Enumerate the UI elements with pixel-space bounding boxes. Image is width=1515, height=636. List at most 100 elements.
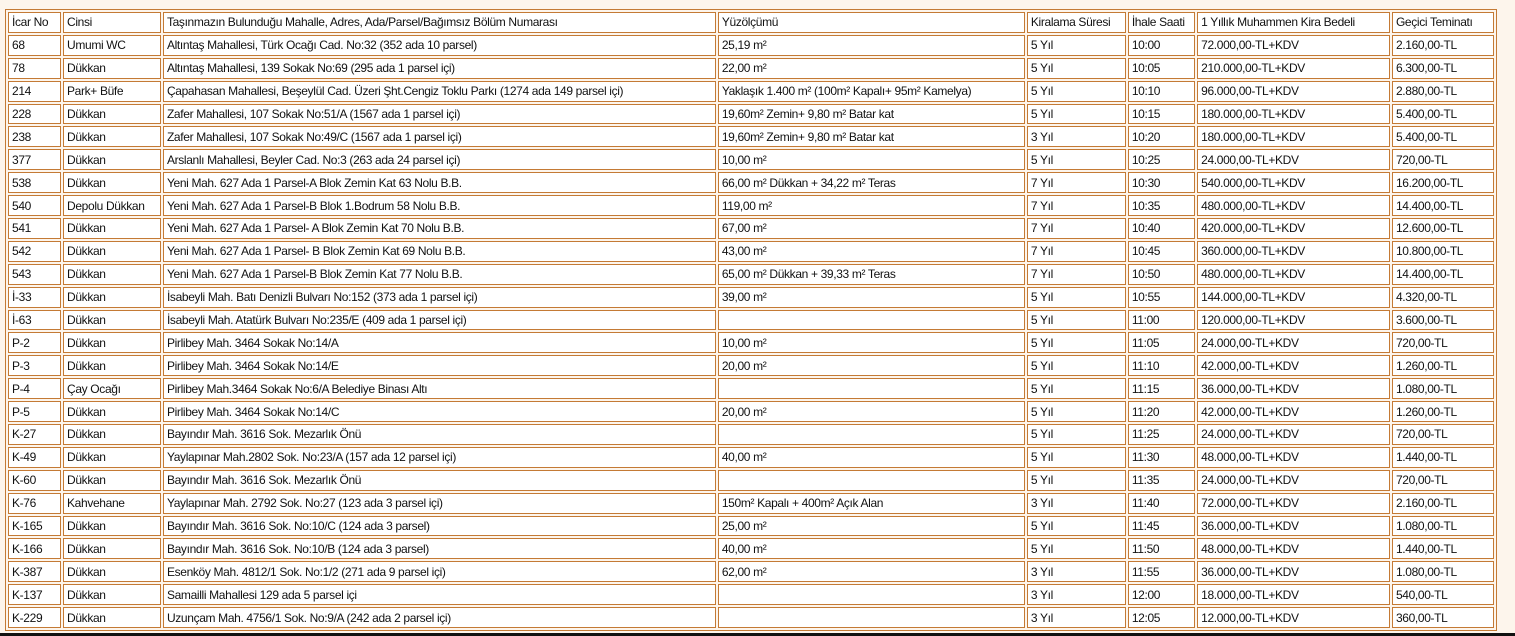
cell-address: Bayındır Mah. 3616 Sok. No:10/C (124 ada… <box>162 515 716 537</box>
cell-lease-term: 5 Yıl <box>1026 378 1126 400</box>
cell-annual-rent: 180.000,00-TL+KDV <box>1197 103 1390 125</box>
cell-lease-term: 5 Yıl <box>1026 515 1126 537</box>
cell-annual-rent: 12.000,00-TL+KDV <box>1197 607 1390 629</box>
cell-address: Esenköy Mah. 4812/1 Sok. No:1/2 (271 ada… <box>162 561 716 583</box>
table-row: K-49 Dükkan Yaylapınar Mah.2802 Sok. No:23… <box>8 446 1494 468</box>
cell-annual-rent: 96.000,00-TL+KDV <box>1197 80 1390 102</box>
cell-auction-time: 11:50 <box>1127 538 1196 560</box>
cell-annual-rent: 48.000,00-TL+KDV <box>1197 538 1390 560</box>
cell-lease-term: 5 Yıl <box>1026 34 1126 56</box>
table-row: P-5 Dükkan Pirlibey Mah. 3464 Sokak No:14/… <box>8 401 1494 423</box>
cell-deposit: 720,00-TL <box>1391 469 1494 491</box>
table-row: K-60 Dükkan Bayındır Mah. 3616 Sok. Mezarl… <box>8 469 1494 491</box>
cell-lease-term: 5 Yıl <box>1026 149 1126 171</box>
cell-deposit: 1.080,00-TL <box>1391 515 1494 537</box>
table-row: 68 Umumi WC Altıntaş Mahallesi, Türk Ocağı… <box>8 34 1494 56</box>
cell-lease-term: 7 Yıl <box>1026 172 1126 194</box>
cell-area: 43,00 m² <box>717 240 1025 262</box>
cell-lease-term: 5 Yıl <box>1026 538 1126 560</box>
cell-auction-time: 10:45 <box>1127 240 1196 262</box>
cell-auction-time: 11:15 <box>1127 378 1196 400</box>
table-row: 377 Dükkan Arslanlı Mahallesi, Beyler Cad.… <box>8 149 1494 171</box>
cell-address: Yaylapınar Mah.2802 Sok. No:23/A (157 ad… <box>162 446 716 468</box>
cell-deposit: 720,00-TL <box>1391 424 1494 445</box>
cell-lease-term: 3 Yıl <box>1026 607 1126 629</box>
cell-auction-time: 11:35 <box>1127 469 1196 491</box>
cell-auction-time: 10:40 <box>1127 218 1196 239</box>
cell-address: Bayındır Mah. 3616 Sok. No:10/B (124 ada… <box>162 538 716 560</box>
cell-area: 19,60m² Zemin+ 9,80 m² Batar kat <box>717 126 1025 148</box>
cell-annual-rent: 36.000,00-TL+KDV <box>1197 515 1390 537</box>
cell-cinsi: Depolu Dükkan <box>63 195 161 217</box>
cell-address: Yeni Mah. 627 Ada 1 Parsel-A Blok Zemin … <box>162 172 716 194</box>
cell-icar-no: 238 <box>8 126 62 148</box>
cell-deposit: 5.400,00-TL <box>1391 103 1494 125</box>
cell-annual-rent: 480.000,00-TL+KDV <box>1197 195 1390 217</box>
cell-area: 62,00 m² <box>717 561 1025 583</box>
table-row: 78 Dükkan Altıntaş Mahallesi, 139 Sokak No… <box>8 57 1494 79</box>
cell-icar-no: K-60 <box>8 469 62 491</box>
cell-lease-term: 5 Yıl <box>1026 80 1126 102</box>
cell-cinsi: Dükkan <box>63 561 161 583</box>
cell-icar-no: K-229 <box>8 607 62 629</box>
cell-address: Yeni Mah. 627 Ada 1 Parsel- B Blok Zemin… <box>162 240 716 262</box>
cell-area <box>717 607 1025 629</box>
cell-auction-time: 10:15 <box>1127 103 1196 125</box>
cell-area: 20,00 m² <box>717 355 1025 377</box>
cell-deposit: 3.600,00-TL <box>1391 309 1494 331</box>
cell-deposit: 14.400,00-TL <box>1391 263 1494 285</box>
cell-address: Bayındır Mah. 3616 Sok. Mezarlık Önü <box>162 424 716 445</box>
cell-icar-no: K-137 <box>8 584 62 606</box>
cell-cinsi: Dükkan <box>63 355 161 377</box>
cell-deposit: 1.260,00-TL <box>1391 401 1494 423</box>
cell-annual-rent: 360.000,00-TL+KDV <box>1197 240 1390 262</box>
cell-cinsi: Dükkan <box>63 538 161 560</box>
cell-area: 40,00 m² <box>717 538 1025 560</box>
cell-lease-term: 7 Yıl <box>1026 218 1126 239</box>
cell-cinsi: Dükkan <box>63 286 161 308</box>
header-row: İcar No Cinsi Taşınmazın Bulunduğu Mahalle… <box>8 12 1494 33</box>
cell-deposit: 10.800,00-TL <box>1391 240 1494 262</box>
cell-auction-time: 10:00 <box>1127 34 1196 56</box>
cell-address: Arslanlı Mahallesi, Beyler Cad. No:3 (26… <box>162 149 716 171</box>
cell-deposit: 1.080,00-TL <box>1391 378 1494 400</box>
cell-annual-rent: 24.000,00-TL+KDV <box>1197 424 1390 445</box>
cell-cinsi: Umumi WC <box>63 34 161 56</box>
cell-address: Pirlibey Mah. 3464 Sokak No:14/E <box>162 355 716 377</box>
cell-cinsi: Dükkan <box>63 401 161 423</box>
cell-address: Uzunçam Mah. 4756/1 Sok. No:9/A (242 ada… <box>162 607 716 629</box>
cell-lease-term: 5 Yıl <box>1026 332 1126 354</box>
table-row: 214 Park+ Büfe Çapahasan Mahallesi, Beşeyl… <box>8 80 1494 102</box>
header-auction-time: İhale Saati <box>1127 12 1196 33</box>
cell-deposit: 1.440,00-TL <box>1391 446 1494 468</box>
table-row: İ-63 Dükkan İsabeyli Mah. Atatürk Bulvarı … <box>8 309 1494 331</box>
cell-cinsi: Dükkan <box>63 607 161 629</box>
cell-deposit: 12.600,00-TL <box>1391 218 1494 239</box>
cell-auction-time: 10:30 <box>1127 172 1196 194</box>
cell-area <box>717 424 1025 445</box>
table-row: 543 Dükkan Yeni Mah. 627 Ada 1 Parsel-B Bl… <box>8 263 1494 285</box>
cell-auction-time: 12:00 <box>1127 584 1196 606</box>
cell-icar-no: P-4 <box>8 378 62 400</box>
cell-cinsi: Kahvehane <box>63 492 161 514</box>
cell-area: 40,00 m² <box>717 446 1025 468</box>
cell-address: Zafer Mahallesi, 107 Sokak No:49/C (1567… <box>162 126 716 148</box>
table-row: 542 Dükkan Yeni Mah. 627 Ada 1 Parsel- B B… <box>8 240 1494 262</box>
cell-cinsi: Çay Ocağı <box>63 378 161 400</box>
cell-auction-time: 11:00 <box>1127 309 1196 331</box>
cell-lease-term: 3 Yıl <box>1026 126 1126 148</box>
cell-icar-no: K-387 <box>8 561 62 583</box>
table-row: P-4 Çay Ocağı Pirlibey Mah.3464 Sokak No:6… <box>8 378 1494 400</box>
cell-icar-no: 78 <box>8 57 62 79</box>
cell-area <box>717 378 1025 400</box>
cell-deposit: 14.400,00-TL <box>1391 195 1494 217</box>
cell-icar-no: 228 <box>8 103 62 125</box>
cell-auction-time: 11:05 <box>1127 332 1196 354</box>
table-row: K-76 Kahvehane Yaylapınar Mah. 2792 Sok. N… <box>8 492 1494 514</box>
cell-lease-term: 5 Yıl <box>1026 446 1126 468</box>
cell-auction-time: 11:10 <box>1127 355 1196 377</box>
lease-auction-table: İcar No Cinsi Taşınmazın Bulunduğu Mahalle… <box>5 9 1497 632</box>
cell-auction-time: 12:05 <box>1127 607 1196 629</box>
cell-icar-no: 538 <box>8 172 62 194</box>
cell-cinsi: Park+ Büfe <box>63 80 161 102</box>
